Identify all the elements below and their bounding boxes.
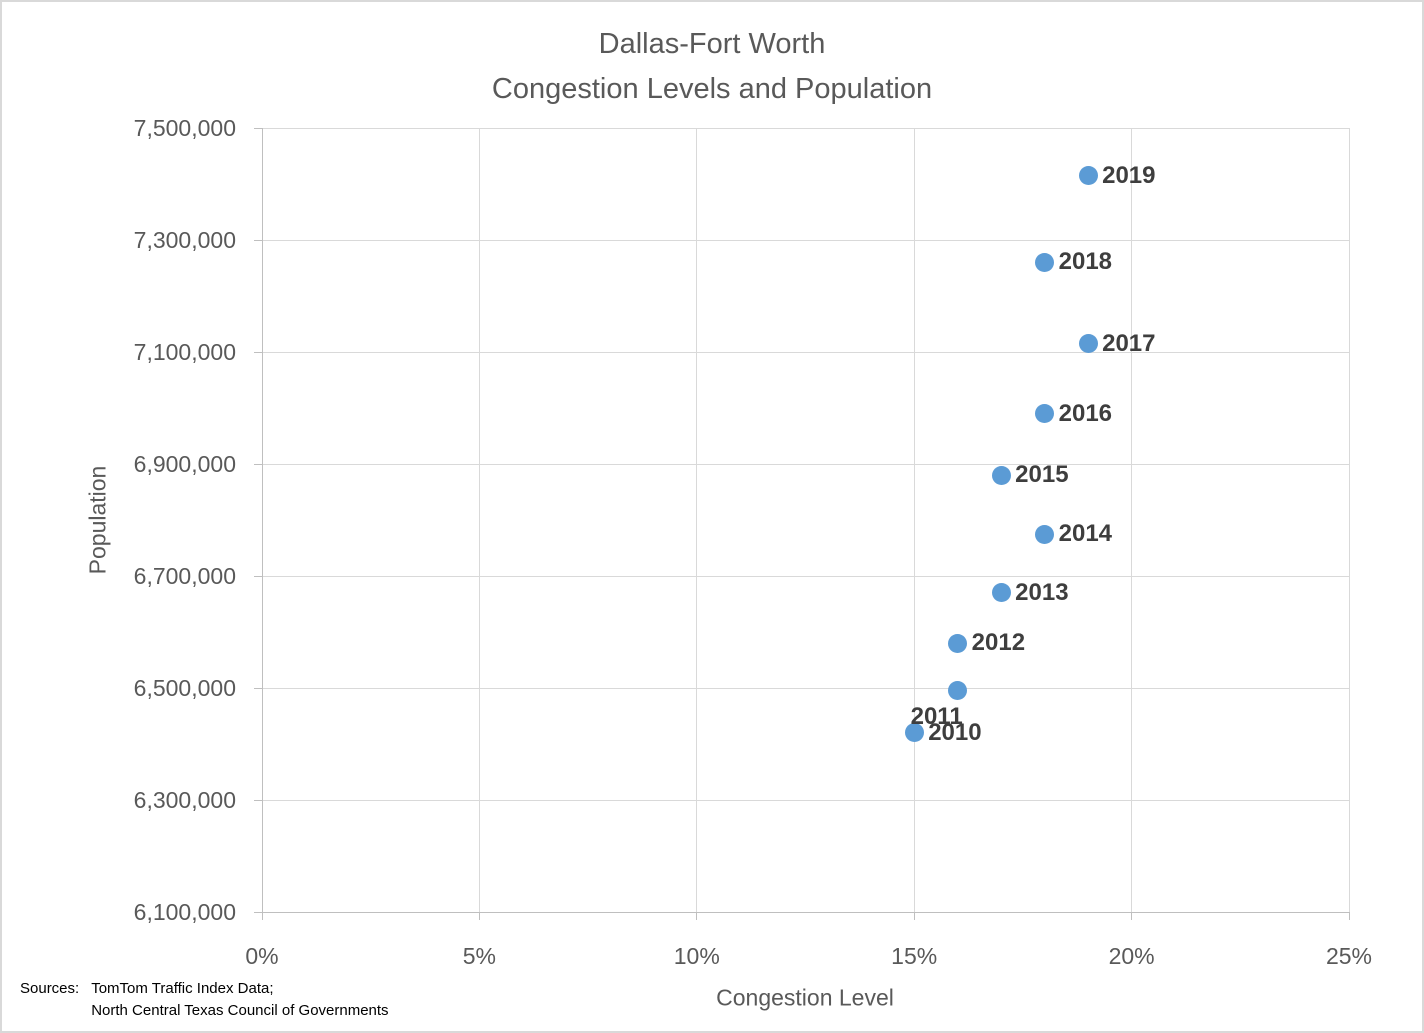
data-point-label-2019: 2019	[1102, 161, 1156, 189]
y-tick-mark	[254, 239, 262, 241]
data-point-label-2014: 2014	[1058, 520, 1113, 547]
gridline-vertical	[913, 128, 915, 912]
y-tick-mark	[254, 351, 262, 353]
sources-note: Sources: TomTom Traffic Index Data; Nort…	[20, 978, 389, 1022]
y-tick-label: 7,300,000	[133, 227, 236, 253]
data-point-marker-2015	[991, 465, 1011, 485]
data-point-marker-2011	[948, 681, 968, 701]
data-point-label-2016: 2016	[1058, 399, 1113, 427]
gridline-vertical	[1131, 128, 1133, 912]
gridline-vertical	[1348, 128, 1350, 912]
plot-area	[262, 128, 1349, 912]
gridline-horizontal	[262, 799, 1349, 801]
data-point-label-2011: 2011	[910, 702, 963, 730]
y-tick-label: 7,500,000	[133, 115, 236, 141]
gridline-horizontal	[262, 687, 1349, 689]
y-tick-mark	[254, 687, 262, 689]
gridline-vertical	[478, 128, 480, 912]
data-point-label-2012: 2012	[971, 629, 1026, 657]
gridline-horizontal	[262, 127, 1349, 129]
x-tick-mark	[1348, 912, 1350, 920]
data-point-marker-2012	[948, 633, 968, 653]
y-tick-label: 7,100,000	[133, 339, 236, 365]
data-point-label-2010: 2010	[928, 718, 982, 746]
y-tick-label: 6,700,000	[133, 563, 236, 589]
y-tick-label: 6,300,000	[133, 787, 236, 813]
data-point-marker-2017	[1078, 334, 1098, 354]
sources-line2: North Central Texas Council of Governmen…	[91, 1002, 389, 1019]
gridline-horizontal	[262, 575, 1349, 577]
y-tick-mark	[254, 463, 262, 465]
y-tick-mark	[254, 799, 262, 801]
y-axis-title: Population	[84, 465, 111, 575]
data-point-label-2018: 2018	[1058, 248, 1113, 276]
chart-title-line2: Congestion Levels and Population	[491, 73, 933, 105]
x-tick-label: 15%	[891, 943, 938, 969]
chart-title-line1: Dallas-Fort Worth	[598, 28, 826, 60]
gridline-vertical	[696, 128, 698, 912]
y-tick-label: 6,100,000	[133, 899, 236, 925]
data-point-marker-2016	[1035, 404, 1055, 424]
data-point-marker-2018	[1035, 252, 1055, 272]
chart-title: Dallas-Fort Worth Congestion Levels and …	[2, 22, 1422, 112]
x-tick-label: 25%	[1325, 943, 1373, 969]
y-tick-label: 6,900,000	[133, 451, 236, 477]
sources-spacer	[20, 1000, 79, 1022]
gridline-horizontal	[262, 351, 1349, 353]
x-tick-mark	[913, 912, 915, 920]
y-tick-label: 6,500,000	[133, 675, 236, 701]
data-point-marker-2013	[991, 583, 1011, 603]
data-point-marker-2019	[1078, 166, 1098, 186]
y-tick-mark	[254, 127, 262, 129]
y-tick-mark	[254, 911, 262, 913]
data-point-label-2017: 2017	[1102, 329, 1156, 357]
sources-label: Sources:	[20, 980, 80, 997]
y-tick-mark	[254, 575, 262, 577]
y-axis-line	[261, 128, 263, 912]
sources-line1: TomTom Traffic Index Data;	[91, 980, 274, 997]
data-point-marker-2010	[904, 723, 924, 743]
x-tick-mark	[261, 912, 263, 920]
x-tick-label: 20%	[1108, 943, 1155, 969]
x-axis-title: Congestion Level	[716, 984, 894, 1011]
x-tick-mark	[478, 912, 480, 920]
gridline-horizontal	[262, 239, 1349, 241]
data-point-marker-2014	[1035, 524, 1055, 544]
x-tick-mark	[696, 912, 698, 920]
x-axis-line	[262, 911, 1349, 913]
data-point-label-2013: 2013	[1015, 578, 1069, 606]
x-tick-label: 10%	[673, 943, 720, 969]
x-tick-mark	[1131, 912, 1133, 920]
x-tick-label: 0%	[245, 943, 279, 969]
gridline-horizontal	[262, 463, 1349, 465]
data-point-label-2015: 2015	[1015, 461, 1069, 489]
x-tick-label: 5%	[462, 943, 497, 969]
